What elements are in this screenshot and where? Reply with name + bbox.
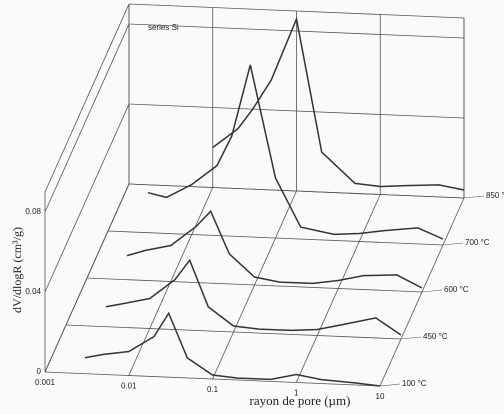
grid-line (128, 103, 465, 119)
legend-leader (379, 383, 401, 387)
grid-line (295, 194, 381, 383)
legend-label: 700 °C (465, 238, 490, 247)
y-tick-label: 0.08 (25, 207, 41, 216)
grid-line (212, 190, 297, 380)
legend-leader (421, 289, 443, 293)
grid-line (128, 23, 465, 39)
legend-leader (442, 242, 464, 246)
grid-line (44, 23, 130, 213)
series-line (126, 209, 423, 289)
x-tick-label: 1 (294, 389, 299, 398)
legend-leader (400, 336, 422, 340)
frame (44, 3, 130, 193)
series-line (105, 258, 402, 336)
x-tick-label: 0.001 (35, 378, 56, 387)
y-axis-label: dV/dlogR (cm³/g) (10, 227, 24, 313)
series-line (212, 16, 465, 191)
legend-label: 850 °C (486, 191, 504, 200)
grid-line (128, 183, 465, 199)
x-tick-label: 10 (376, 392, 385, 401)
legend-leader (463, 195, 485, 199)
grid-line (44, 103, 130, 293)
series-line (84, 311, 381, 387)
y-tick-label: 0.04 (25, 287, 41, 296)
x-tick-label: 0.01 (121, 382, 137, 391)
legend-label: 600 °C (444, 285, 469, 294)
y-tick-label: 0 (37, 367, 42, 376)
legend-label: 450 °C (423, 332, 448, 341)
annotation: series Si (148, 23, 179, 32)
grid-line (128, 187, 214, 376)
x-axis-label: rayon de pore (µm) (250, 393, 351, 408)
series-line (147, 64, 444, 240)
grid-line (44, 183, 130, 373)
legend-label: 100 °C (402, 379, 427, 388)
x-tick-label: 0.1 (207, 385, 219, 394)
